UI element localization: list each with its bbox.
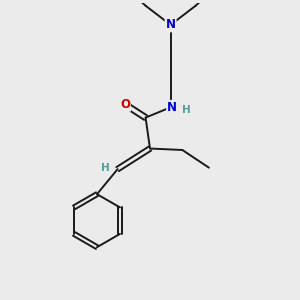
Text: N: N (166, 18, 176, 32)
Text: H: H (101, 163, 110, 173)
Text: N: N (167, 101, 177, 114)
Text: O: O (120, 98, 130, 111)
Text: H: H (182, 105, 190, 115)
